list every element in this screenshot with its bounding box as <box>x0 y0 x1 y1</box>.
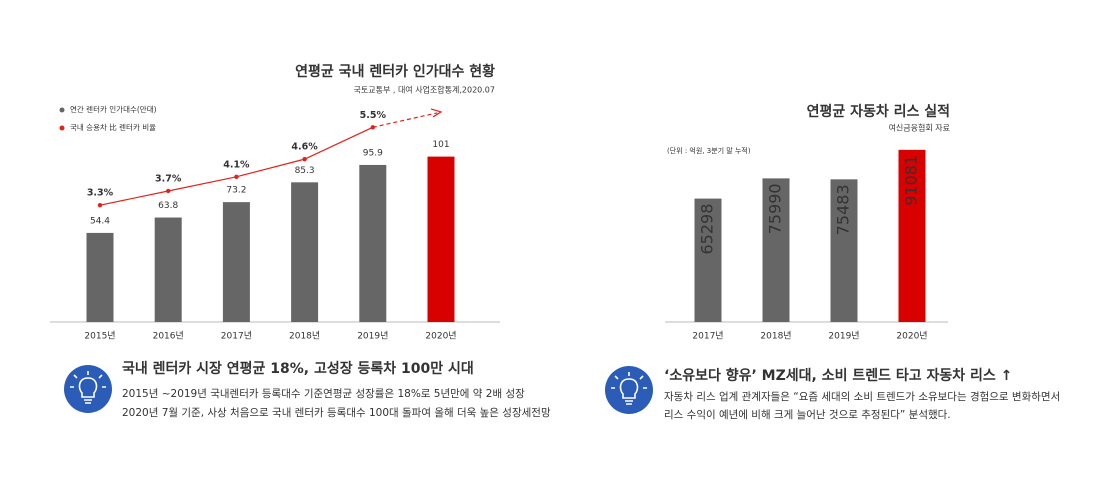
data-label: 75483 <box>834 184 853 235</box>
data-label: 63.8 <box>158 201 178 211</box>
insight-line: 리스 수익이 예년에 비해 크게 늘어난 것으로 추정된다” 분석했다. <box>664 408 951 421</box>
data-label: 65298 <box>698 204 717 255</box>
point <box>302 156 307 162</box>
bulb <box>70 371 106 404</box>
x-tick-label: 2017년 <box>221 331 252 342</box>
point <box>370 125 375 130</box>
insight-line: 2020년 7월 기준, 사상 처음으로 국내 렌터카 등록대수 100대 돌파… <box>122 406 551 419</box>
bar <box>359 164 387 322</box>
trend-arrow <box>430 108 443 118</box>
bar <box>898 149 926 322</box>
point <box>166 188 171 194</box>
bar <box>154 217 182 322</box>
data-label: 91081 <box>902 155 921 206</box>
bar <box>427 156 455 322</box>
x-tick-label: 2020년 <box>896 331 927 342</box>
legend-label: 국내 승용차 比 렌터카 비율 <box>70 122 156 132</box>
chart-subtitle: 국토교통부 , 대여 사업조합통계,2020.07 <box>354 85 495 95</box>
data-label: 3.7% <box>155 174 182 185</box>
x-tick-label: 2016년 <box>153 331 184 342</box>
legend-marker <box>59 107 65 113</box>
x-tick-label: 2015년 <box>84 331 115 342</box>
point <box>97 202 103 208</box>
data-label: 5.5% <box>360 110 387 121</box>
chart-title: 연평균 자동차 리스 실적 <box>807 103 950 120</box>
insight-title: 국내 렌터카 시장 연평균 18%, 고성장 등록차 100만 시대 <box>122 360 474 377</box>
bar <box>291 182 319 322</box>
chart-title: 연평균 국내 렌터카 인가대수 현황 <box>295 63 495 80</box>
bar <box>222 202 250 322</box>
trend-dash <box>372 112 438 128</box>
data-label: 4.1% <box>223 159 250 170</box>
legend-label: 연간 렌터카 인가대수(만대) <box>70 104 157 114</box>
point <box>234 174 239 180</box>
bulb <box>611 372 647 405</box>
chart-subtitle: 여신금융협회 자료 <box>889 123 950 133</box>
x-tick-label: 2017년 <box>692 331 723 342</box>
insight-title: ‘소유보다 향유’ MZ세대, 소비 트렌드 타고 자동차 리스 ↑ <box>664 367 1012 384</box>
icon <box>64 365 112 413</box>
legend-marker <box>59 125 65 131</box>
bar <box>694 198 722 322</box>
x-tick-label: 2020년 <box>425 331 456 342</box>
bar <box>86 232 114 322</box>
bar <box>830 179 858 322</box>
x-tick-label: 2018년 <box>289 331 320 342</box>
x-tick-label: 2018년 <box>760 331 791 342</box>
icon <box>605 366 653 414</box>
data-label: 95.9 <box>363 148 383 158</box>
data-label: 4.6% <box>291 142 318 153</box>
data-label: 73.2 <box>226 186 246 196</box>
bar <box>762 178 790 322</box>
x-tick-label: 2019년 <box>828 331 859 342</box>
data-label: 54.4 <box>90 216 110 226</box>
data-label: 3.3% <box>87 188 114 199</box>
data-label: 85.3 <box>295 166 315 176</box>
insight-line: 2015년 ~2019년 국내렌터카 등록대수 기준연평균 성장률은 18%로 … <box>122 388 525 400</box>
chart-note: (단위 : 억원, 3분기 말 누적) <box>667 146 751 155</box>
data-label: 101 <box>432 140 449 150</box>
insight-line: 자동차 리스 업계 관계자들은 “요즘 세대의 소비 트렌드가 소유보다는 경험… <box>664 390 1060 403</box>
x-tick-label: 2019년 <box>357 331 388 342</box>
data-label: 75990 <box>766 183 785 234</box>
